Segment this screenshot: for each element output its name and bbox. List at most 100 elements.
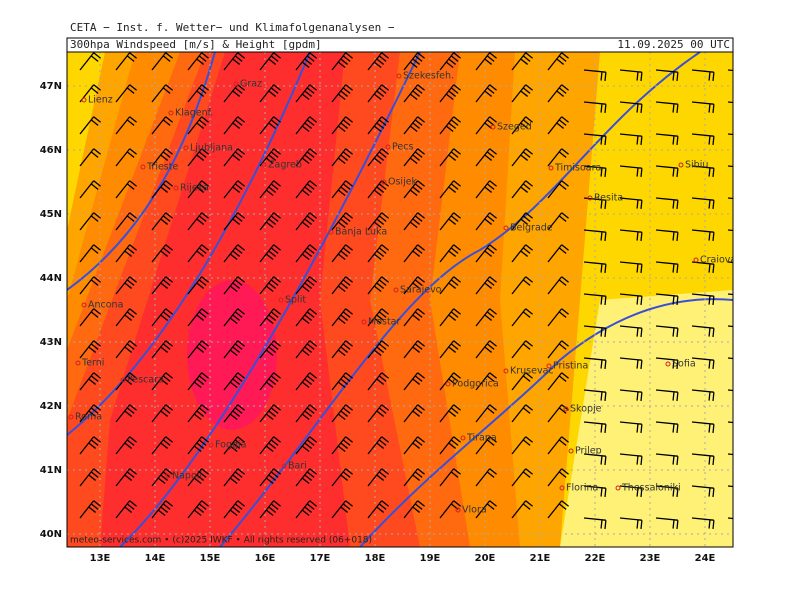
- wind-barb: [331, 148, 353, 167]
- wind-barb: [547, 436, 569, 455]
- wind-barb: [79, 52, 101, 71]
- wind-barb: [187, 244, 209, 263]
- wind-barb: [151, 244, 173, 263]
- wind-barb: [439, 340, 461, 359]
- wind-barb: [655, 325, 679, 338]
- wind-barb: [727, 261, 733, 264]
- wind-barb: [583, 101, 607, 114]
- wind-barb: [151, 340, 173, 359]
- wind-barb: [223, 372, 245, 391]
- wind-barb: [79, 276, 101, 295]
- wind-barb: [511, 308, 533, 327]
- wind-barb: [187, 52, 209, 71]
- wind-barb: [511, 372, 533, 391]
- wind-barb: [403, 116, 425, 135]
- city-marker: [81, 97, 87, 103]
- wind-barb: [223, 148, 245, 167]
- wind-barbs: [79, 52, 733, 530]
- wind-barb: [367, 500, 389, 519]
- city-label: Krusevac: [510, 366, 554, 377]
- wind-barb: [547, 468, 569, 487]
- city-label: Belgrade: [510, 223, 553, 234]
- wind-barb: [151, 180, 173, 199]
- city-marker: [278, 297, 284, 303]
- wind-barb: [151, 372, 173, 391]
- city-label: Sarajevo: [400, 285, 442, 296]
- wind-barb: [583, 229, 607, 242]
- wind-barb: [691, 357, 715, 370]
- wind-barb: [223, 468, 245, 487]
- wind-barb: [223, 116, 245, 135]
- wind-barb: [727, 389, 733, 392]
- wind-barb: [115, 372, 137, 391]
- lat-label: 41N: [40, 465, 62, 476]
- wind-barb: [655, 357, 679, 370]
- wind-barb: [403, 212, 425, 231]
- wind-barb: [619, 389, 643, 402]
- wind-barb: [439, 276, 461, 295]
- wind-barb: [619, 197, 643, 210]
- wind-barb: [115, 212, 137, 231]
- wind-barb: [583, 357, 607, 370]
- wind-barb: [403, 148, 425, 167]
- wind-barb: [259, 276, 281, 295]
- wind-barb: [475, 116, 497, 135]
- wind-barb: [187, 436, 209, 455]
- city-marker: [503, 368, 509, 374]
- wind-barb: [367, 308, 389, 327]
- wind-barb: [115, 116, 137, 135]
- wind-barb: [115, 404, 137, 423]
- wind-barb: [295, 244, 317, 263]
- wind-barb: [115, 180, 137, 199]
- wind-barb: [475, 436, 497, 455]
- wind-barb: [439, 468, 461, 487]
- wind-barb: [619, 101, 643, 114]
- city-marker: [693, 257, 699, 263]
- wind-barb: [223, 500, 245, 519]
- wind-barb: [619, 229, 643, 242]
- wind-barb: [259, 180, 281, 199]
- city-label: Craiova: [700, 255, 736, 266]
- wind-barb: [727, 421, 733, 424]
- wind-barb: [619, 517, 643, 530]
- wind-barb: [691, 229, 715, 242]
- wind-barb: [691, 69, 715, 82]
- wind-barb: [475, 276, 497, 295]
- city-label: Sofia: [672, 359, 696, 370]
- wind-barb: [151, 436, 173, 455]
- footer: meteo-services.com • (c)2025 IWKF • All …: [70, 536, 372, 546]
- city-label: Pristina: [553, 361, 588, 372]
- wind-barb: [295, 276, 317, 295]
- wind-barb: [367, 468, 389, 487]
- wind-barb: [547, 340, 569, 359]
- wind-barb: [331, 468, 353, 487]
- wind-barb: [475, 340, 497, 359]
- city-marker: [81, 302, 87, 308]
- city-label: Pescara: [127, 375, 164, 386]
- city-marker: [208, 442, 214, 448]
- wind-barb: [655, 261, 679, 274]
- wind-barb: [511, 468, 533, 487]
- wind-barb: [295, 500, 317, 519]
- wind-barb: [259, 244, 281, 263]
- lon-label: 23E: [640, 553, 661, 564]
- wind-barb: [115, 276, 137, 295]
- wind-barb: [187, 404, 209, 423]
- wind-barb: [475, 468, 497, 487]
- wind-barb: [511, 276, 533, 295]
- wind-barb: [655, 69, 679, 82]
- lat-label: 45N: [40, 209, 62, 220]
- wind-barb: [259, 52, 281, 71]
- city-label: Prilep: [575, 446, 602, 457]
- lon-label: 21E: [530, 553, 551, 564]
- wind-barb: [691, 485, 715, 498]
- wind-barb: [583, 165, 607, 178]
- lon-label: 22E: [585, 553, 606, 564]
- wind-barb: [547, 308, 569, 327]
- lon-label: 24E: [695, 553, 716, 564]
- lon-label: 17E: [310, 553, 331, 564]
- wind-barb: [511, 84, 533, 103]
- wind-barb: [403, 244, 425, 263]
- wind-barb: [475, 84, 497, 103]
- wind-barb: [655, 133, 679, 146]
